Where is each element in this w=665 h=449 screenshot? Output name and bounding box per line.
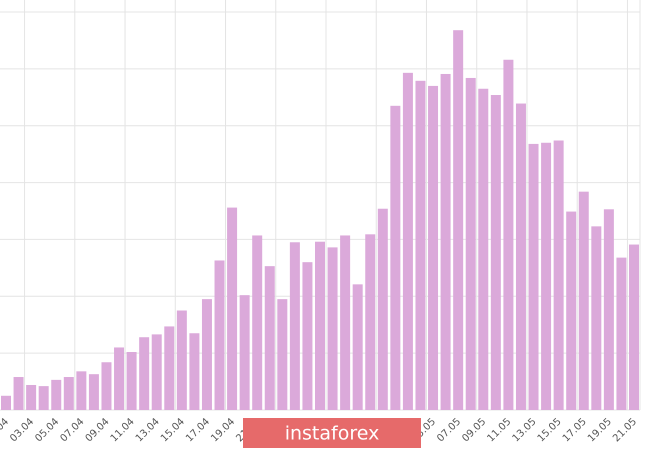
bar: [503, 59, 514, 410]
bar: [63, 377, 74, 410]
bar: [415, 80, 426, 410]
bar: [302, 262, 313, 410]
x-tick-label: 07.04: [58, 416, 86, 444]
bar: [340, 235, 351, 410]
bar: [88, 374, 99, 410]
x-tick-label: 13.04: [134, 416, 162, 444]
bar: [252, 235, 263, 410]
bar: [428, 85, 439, 411]
bar: [214, 260, 225, 410]
x-tick-label: 15.05: [536, 416, 564, 444]
bar: [239, 295, 250, 410]
bar: [151, 334, 162, 410]
bar: [101, 362, 112, 410]
bar: [377, 208, 388, 410]
watermark-box: [243, 418, 421, 448]
bar: [478, 88, 489, 410]
bar: [541, 142, 552, 410]
x-tick-label: 11.04: [109, 416, 137, 444]
x-tick-label: 19.05: [586, 416, 614, 444]
bar: [465, 77, 476, 410]
bar: [13, 377, 24, 410]
bar: [629, 244, 639, 410]
bar: [189, 333, 200, 410]
bar: [553, 140, 564, 411]
x-tick-label: 01.04: [0, 416, 11, 444]
bar: [365, 234, 376, 410]
x-tick-label: 07.05: [435, 416, 463, 444]
x-tick-label: 05.04: [33, 416, 61, 444]
x-tick-label: 13.05: [511, 416, 539, 444]
bar: [26, 384, 37, 410]
bar: [126, 352, 137, 410]
bar: [201, 299, 212, 410]
bar: [566, 211, 577, 410]
x-tick-label: 15.04: [159, 416, 187, 444]
bar: [490, 95, 501, 411]
x-tick-label: 11.05: [485, 416, 513, 444]
bar: [603, 209, 614, 410]
bar: [591, 226, 602, 410]
bar: [277, 299, 288, 410]
x-tick-label: 17.04: [184, 416, 212, 444]
bar: [114, 347, 125, 410]
bar: [327, 247, 338, 410]
bar: [139, 337, 150, 410]
x-tick-label: 09.04: [84, 416, 112, 444]
x-tick-label: 17.05: [561, 416, 589, 444]
bar: [76, 371, 87, 410]
x-tick-label: 21.05: [611, 416, 639, 444]
bar: [515, 103, 526, 410]
bar: [227, 207, 238, 410]
bar: [315, 241, 325, 410]
bar: [440, 73, 451, 410]
bar: [578, 191, 589, 410]
bar: [390, 105, 401, 411]
bar: [164, 326, 175, 410]
watermark-text: instaforex: [285, 423, 380, 445]
bar: [528, 143, 539, 410]
x-tick-label: 03.04: [8, 416, 36, 444]
x-tick-label: 19.04: [209, 416, 237, 444]
bar: [402, 72, 413, 410]
bar: [616, 257, 627, 410]
bar: [453, 30, 464, 411]
x-tick-label: 09.05: [460, 416, 488, 444]
bar: [38, 386, 49, 410]
bar: [352, 284, 363, 410]
bar: [176, 310, 187, 410]
bar: [289, 242, 300, 410]
bar: [51, 379, 62, 410]
bar: [1, 395, 11, 410]
bar: [264, 266, 275, 410]
